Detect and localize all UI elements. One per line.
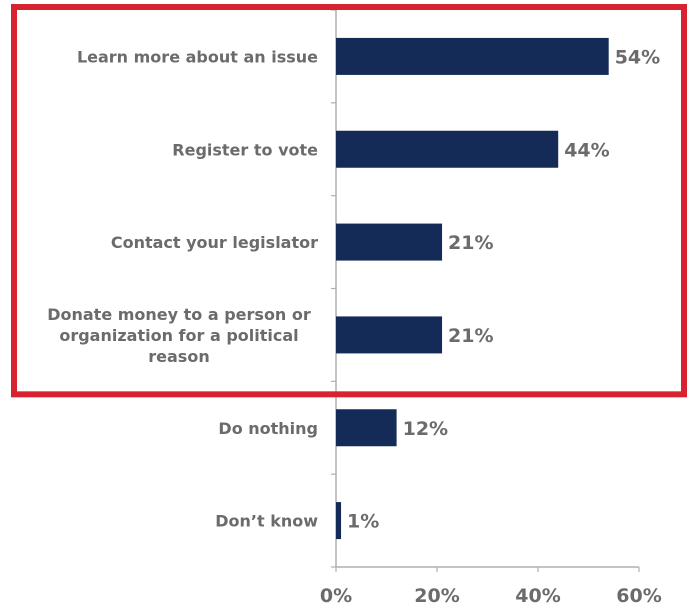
bar (336, 130, 559, 168)
category-label-line: Do nothing (218, 419, 318, 438)
x-tick-label: 40% (515, 585, 560, 607)
category-label-line: Contact your legislator (111, 233, 318, 252)
data-label: 21% (448, 232, 493, 254)
plot-area: 54% Learn more about an issue 44% Register … (11, 4, 687, 607)
category-label-line: organization for a political (59, 326, 298, 345)
category-label: Learn more about an issue (77, 47, 318, 66)
x-tick-label: 20% (414, 585, 459, 607)
category-label-line: Donate money to a person or (47, 305, 311, 324)
category-label: Donate money to a person or organization … (47, 305, 311, 366)
bar (336, 316, 443, 354)
category-label-line: Learn more about an issue (77, 47, 318, 66)
bar (336, 502, 342, 540)
category-label-line: Don’t know (215, 512, 318, 531)
category-label: Contact your legislator (111, 233, 318, 252)
bar (336, 223, 443, 261)
category-label: Don’t know (215, 512, 318, 531)
category-label-line: reason (148, 347, 209, 366)
data-label: 21% (448, 325, 493, 347)
data-label: 1% (347, 511, 379, 533)
data-label: 44% (564, 139, 609, 161)
bar (336, 409, 397, 447)
data-label: 12% (403, 418, 448, 440)
data-label: 54% (615, 46, 660, 68)
x-tick-label: 0% (320, 585, 352, 607)
bar (336, 37, 609, 75)
x-tick-label: 60% (616, 585, 661, 607)
category-label: Register to vote (172, 140, 318, 159)
highlight-box (11, 4, 687, 398)
category-label-line: Register to vote (172, 140, 318, 159)
category-label: Do nothing (218, 419, 318, 438)
